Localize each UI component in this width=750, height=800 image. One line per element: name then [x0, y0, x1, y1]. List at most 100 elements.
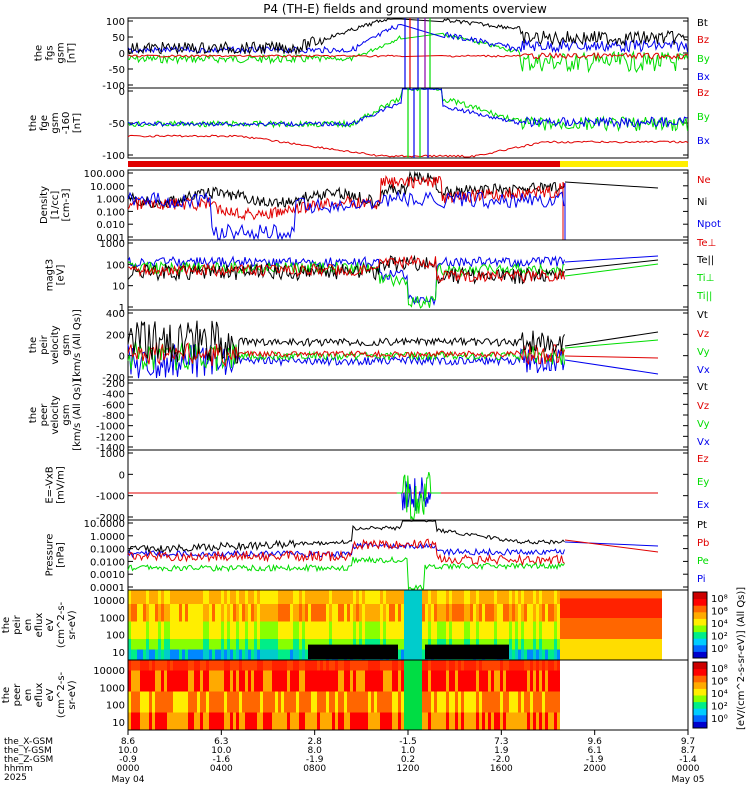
- spectrogram-cell: [146, 649, 149, 661]
- spectrogram-cell: [497, 660, 500, 671]
- y-label-line: fge: [39, 115, 50, 131]
- panel-density: 100.00010.0001.0000.1000.0100.001Density…: [39, 169, 721, 244]
- spectrogram-cell: [269, 604, 272, 622]
- spectrogram-cell: [632, 660, 635, 731]
- y-label-line: fgs: [45, 45, 56, 60]
- spectrogram-cell: [467, 604, 470, 622]
- pressure-ext-pi: [564, 541, 659, 547]
- spectrogram-cell: [323, 590, 326, 605]
- spectrogram-cell: [221, 660, 224, 671]
- spectrogram-cell: [506, 712, 509, 731]
- spectrogram-cell: [545, 639, 548, 650]
- y-label-line: eV: [45, 618, 56, 631]
- spectrogram-cell: [596, 639, 599, 661]
- spectrogram-cell: [437, 639, 440, 650]
- spectrogram-cell: [557, 621, 560, 640]
- spectrogram-cell: [461, 590, 464, 605]
- spectrogram-cell: [263, 621, 266, 640]
- spectrogram-cell: [275, 604, 278, 622]
- colorbar-label: [eV/(cm^2-s-sr-eV)] (All Qs)]: [736, 587, 747, 730]
- legend-Bz: Bz: [697, 35, 709, 46]
- spectrogram-cell: [335, 691, 338, 713]
- spectrogram-cell: [404, 590, 407, 661]
- spectrogram-cell: [539, 649, 542, 661]
- spectrogram-cell: [257, 639, 260, 650]
- spectrogram-cell: [326, 712, 329, 731]
- spectrogram-cell: [182, 639, 185, 650]
- spectrogram-cell: [209, 590, 212, 605]
- spectrogram-cell: [221, 604, 224, 622]
- spectrogram-cell: [197, 590, 200, 605]
- y-tick-label: 100: [106, 631, 125, 642]
- spectrogram-cell: [332, 660, 335, 671]
- spectrogram-cell: [422, 649, 425, 661]
- spectrogram-cell: [650, 598, 653, 619]
- spectrogram-cell: [257, 712, 260, 731]
- spectrogram-cell: [425, 670, 428, 692]
- spectrogram-cell: [320, 660, 323, 671]
- y-tick-label: 10: [112, 718, 125, 729]
- spectrogram-cell: [290, 639, 293, 650]
- spectrogram-cell: [317, 639, 320, 650]
- spectrogram-cell: [518, 621, 521, 640]
- spectrogram-cell: [407, 660, 410, 731]
- spectrogram-cell: [302, 621, 305, 640]
- spectrogram-cell: [599, 618, 602, 640]
- spectrogram-cell: [185, 660, 188, 671]
- spectrogram-cell: [656, 639, 659, 661]
- spectrogram-cell: [170, 712, 173, 731]
- spectrogram-cell: [539, 712, 542, 731]
- spectrogram-cell: [455, 590, 458, 605]
- spectrogram-cell: [200, 660, 203, 671]
- spectrogram-cell: [206, 649, 209, 661]
- spectrogram-cell: [314, 660, 317, 671]
- spectrogram-cell: [266, 712, 269, 731]
- spectrogram-cell: [452, 590, 455, 605]
- spectrogram-cell: [536, 621, 539, 640]
- legend-Ti||: Ti||: [696, 291, 712, 302]
- y-label-line: the: [1, 617, 12, 633]
- spectrogram-cell: [311, 590, 314, 605]
- spectrogram-cell: [593, 598, 596, 619]
- spectrogram-cell: [593, 660, 596, 731]
- spectrogram-cell: [485, 660, 488, 671]
- efield-ey-line: [396, 471, 441, 520]
- spectrogram-cell: [548, 691, 551, 713]
- spectrogram-cell: [380, 670, 383, 692]
- spectrogram-cell: [350, 590, 353, 605]
- spectrogram-cell: [215, 590, 218, 605]
- bottom-axis: the_X-GSMthe_Y-GSMthe_Z-GSMhhmm20258.610…: [4, 730, 704, 785]
- spectrogram-cell: [209, 621, 212, 640]
- spectrogram-cell: [311, 621, 314, 640]
- spectrogram-cell: [353, 590, 356, 605]
- legend-Vy: Vy: [697, 347, 710, 358]
- spectrogram-cell: [266, 639, 269, 650]
- spectrogram-cell: [482, 712, 485, 731]
- spectrogram-cell: [578, 660, 581, 731]
- spectrogram-cell: [356, 644, 359, 660]
- spectrogram-cell: [218, 670, 221, 692]
- spectrogram-cell: [230, 604, 233, 622]
- temp-ext-black: [564, 259, 659, 271]
- spectrogram-cell: [368, 590, 371, 605]
- spectrogram-cell: [581, 590, 584, 599]
- spectrogram-cell: [326, 691, 329, 713]
- spectrogram-cell: [191, 670, 194, 692]
- spectrogram-cell: [329, 639, 332, 650]
- spectrogram-cell: [509, 660, 512, 671]
- spectrogram-cell: [260, 590, 263, 605]
- spectrogram-cell: [644, 590, 647, 599]
- spectrogram-cell: [467, 670, 470, 692]
- x-tick-hhmm: 0000: [677, 764, 700, 774]
- spectrogram-cell: [137, 691, 140, 713]
- spectrogram-cell: [317, 660, 320, 671]
- spectrogram-cell: [521, 712, 524, 731]
- spectrogram-cell: [476, 670, 479, 692]
- spectrogram-cell: [296, 639, 299, 650]
- spectrogram-cell: [167, 691, 170, 713]
- spectrogram-cell: [203, 649, 206, 661]
- spectrogram-cell: [647, 660, 650, 731]
- spectrogram-cell: [527, 670, 530, 692]
- spectrogram-cell: [383, 590, 386, 605]
